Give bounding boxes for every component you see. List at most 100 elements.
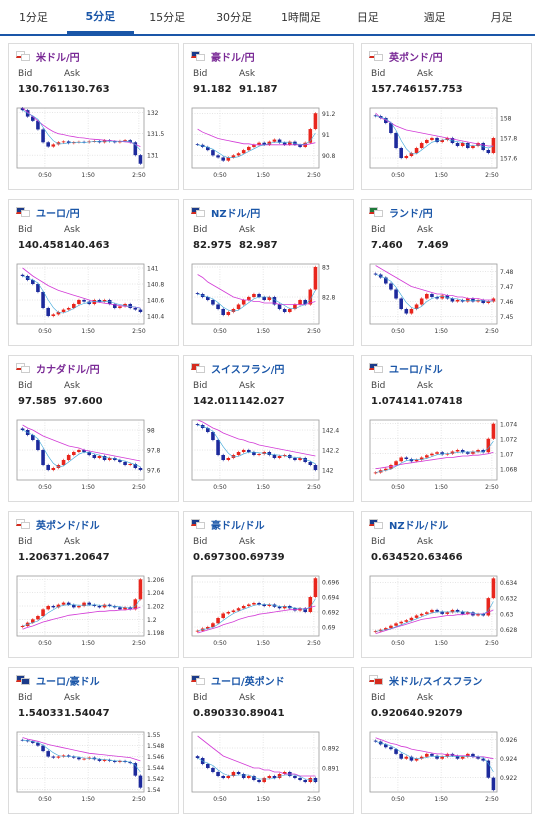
candle-body	[435, 138, 439, 142]
candle-body	[425, 612, 429, 614]
ma-line	[375, 609, 494, 634]
candle-body	[133, 308, 138, 310]
card-header[interactable]: NZドル/ドル	[369, 517, 449, 532]
candle-body	[252, 294, 256, 297]
candle-body	[491, 777, 496, 791]
pair-link[interactable]: 米ドル/スイスフラン	[389, 676, 483, 688]
candle-body	[267, 604, 272, 606]
mini-chart[interactable]: 98 97.8 97.6 0:50 1:50 2:50	[9, 414, 180, 503]
pair-link[interactable]: NZドル/円	[211, 208, 261, 220]
mini-chart[interactable]: 158 157.8 157.6 0:50 1:50 2:50	[362, 102, 533, 191]
ask-value: 0.89041	[239, 708, 285, 719]
y-tick-label: 91.2	[322, 111, 336, 118]
pair-link[interactable]: 英ポンド/ドル	[36, 520, 100, 532]
candle-body	[46, 308, 50, 316]
candle-body	[46, 751, 50, 757]
x-tick-label: 2:50	[485, 640, 499, 647]
tab-6[interactable]: 週足	[423, 11, 446, 24]
pair-link[interactable]: カナダドル/円	[36, 364, 100, 376]
card-header[interactable]: スイスフラン/円	[191, 361, 285, 376]
card-header[interactable]: 豪ドル/円	[191, 49, 255, 64]
candle-body	[107, 458, 112, 460]
tab-1[interactable]: 5分足	[66, 0, 134, 34]
mini-chart[interactable]: 0.696 0.694 0.692 0.69 0:50 1:50 2:50	[184, 570, 355, 659]
card-header[interactable]: 英ポンド/ドル	[16, 517, 100, 532]
flag-icon	[191, 675, 205, 685]
mini-chart[interactable]: 0.926 0.924 0.922 0:50 1:50 2:50	[362, 726, 533, 815]
candle-body	[282, 455, 287, 456]
candle-body	[414, 459, 419, 462]
card-header[interactable]: ユーロ/ドル	[369, 361, 443, 376]
y-tick-label: 142.4	[322, 428, 339, 435]
candle-body	[303, 608, 307, 612]
flag-icon	[191, 519, 205, 529]
rate-card: 豪ドル/ドル Bid Ask 0.69730 0.69739 0.696 0.694 0.69…	[183, 511, 354, 658]
pair-link[interactable]: ユーロ/英ポンド	[211, 676, 285, 688]
ask-label: Ask	[417, 225, 434, 235]
card-header[interactable]: ユーロ/英ポンド	[191, 673, 285, 688]
y-tick-label: 91	[322, 132, 330, 139]
card-header[interactable]: 米ドル/スイスフラン	[369, 673, 483, 688]
y-tick-label: 7.45	[500, 314, 514, 321]
tab-3[interactable]: 30分足	[216, 11, 253, 24]
mini-chart[interactable]: 0.892 0.891 0:50 1:50 2:50	[184, 726, 355, 815]
tab-4[interactable]: 1時間足	[280, 11, 321, 24]
rate-card: 英ポンド/ドル Bid Ask 1.20637 1.20647 1.206 1.204 1.2…	[8, 511, 179, 658]
pair-link[interactable]: ユーロ/豪ドル	[36, 676, 100, 688]
mini-chart[interactable]: 83 82.8 0:50 1:50 2:50	[184, 258, 355, 347]
candle-body	[481, 758, 485, 761]
candle-body	[66, 141, 71, 144]
candle-body	[241, 300, 246, 305]
x-tick-label: 0:50	[213, 484, 227, 491]
pair-link[interactable]: スイスフラン/円	[211, 364, 285, 376]
mini-chart[interactable]: 1.206 1.204 1.202 1.2 1.198 0:50 1:50 2:50	[9, 570, 180, 659]
ask-value: 97.600	[64, 396, 103, 407]
tab-0[interactable]: 1分足	[18, 11, 48, 24]
mini-chart[interactable]: 142.4 142.2 142 0:50 1:50 2:50	[184, 414, 355, 503]
pair-link[interactable]: ユーロ/ドル	[389, 364, 443, 376]
candle-body	[247, 146, 251, 151]
flag-icon	[16, 363, 30, 373]
pair-link[interactable]: 豪ドル/円	[211, 52, 255, 64]
short-ma-line	[197, 757, 316, 781]
mini-chart[interactable]: 91.2 91 90.8 0:50 1:50 2:50	[184, 102, 355, 191]
card-header[interactable]: 豪ドル/ドル	[191, 517, 265, 532]
rate-card: NZドル/ドル Bid Ask 0.63452 0.63466 0.634 0.632 0.6…	[361, 511, 532, 658]
tab-7[interactable]: 月足	[490, 11, 513, 24]
candle-body	[56, 312, 61, 315]
y-tick-label: 97.6	[147, 468, 161, 475]
card-header[interactable]: カナダドル/円	[16, 361, 100, 376]
pair-link[interactable]: ランド/円	[389, 208, 433, 220]
candle-body	[394, 461, 398, 465]
candle-body	[72, 304, 76, 308]
pair-link[interactable]: NZドル/ドル	[389, 520, 449, 532]
candle-body	[481, 300, 485, 303]
tab-5[interactable]: 日足	[356, 11, 379, 24]
candle-body	[373, 740, 378, 742]
card-header[interactable]: 英ポンド/円	[369, 49, 443, 64]
pair-link[interactable]: ユーロ/円	[36, 208, 80, 220]
card-header[interactable]: ランド/円	[369, 205, 433, 220]
card-header[interactable]: 米ドル/円	[16, 49, 80, 64]
mini-chart[interactable]: 7.48 7.47 7.46 7.45 0:50 1:50 2:50	[362, 258, 533, 347]
candle-body	[404, 309, 409, 314]
ask-label: Ask	[239, 69, 256, 79]
candle-body	[20, 626, 25, 627]
candle-body	[481, 450, 485, 453]
card-header[interactable]: ユーロ/円	[16, 205, 80, 220]
mini-chart[interactable]: 1.074 1.072 1.07 1.068 0:50 1:50 2:50	[362, 414, 533, 503]
tab-2[interactable]: 15分足	[149, 11, 186, 24]
mini-chart[interactable]: 0.634 0.632 0.63 0.628 0:50 1:50 2:50	[362, 570, 533, 659]
mini-chart[interactable]: 1.55 1.548 1.546 1.544 1.542 1.54 0:50 1:50 2:50	[9, 726, 180, 815]
pair-link[interactable]: 米ドル/円	[36, 52, 80, 64]
card-header[interactable]: NZドル/円	[191, 205, 261, 220]
pair-link[interactable]: 英ポンド/円	[389, 52, 443, 64]
ma-line	[22, 267, 141, 309]
candle-body	[61, 309, 66, 312]
mini-chart[interactable]: 141 140.8 140.6 140.4 0:50 1:50 2:50	[9, 258, 180, 347]
mini-chart[interactable]: 132 131.5 131 0:50 1:50 2:50	[9, 102, 180, 191]
candle-body	[399, 148, 403, 158]
card-header[interactable]: ユーロ/豪ドル	[16, 673, 100, 688]
candle-body	[455, 609, 460, 612]
pair-link[interactable]: 豪ドル/ドル	[211, 520, 265, 532]
